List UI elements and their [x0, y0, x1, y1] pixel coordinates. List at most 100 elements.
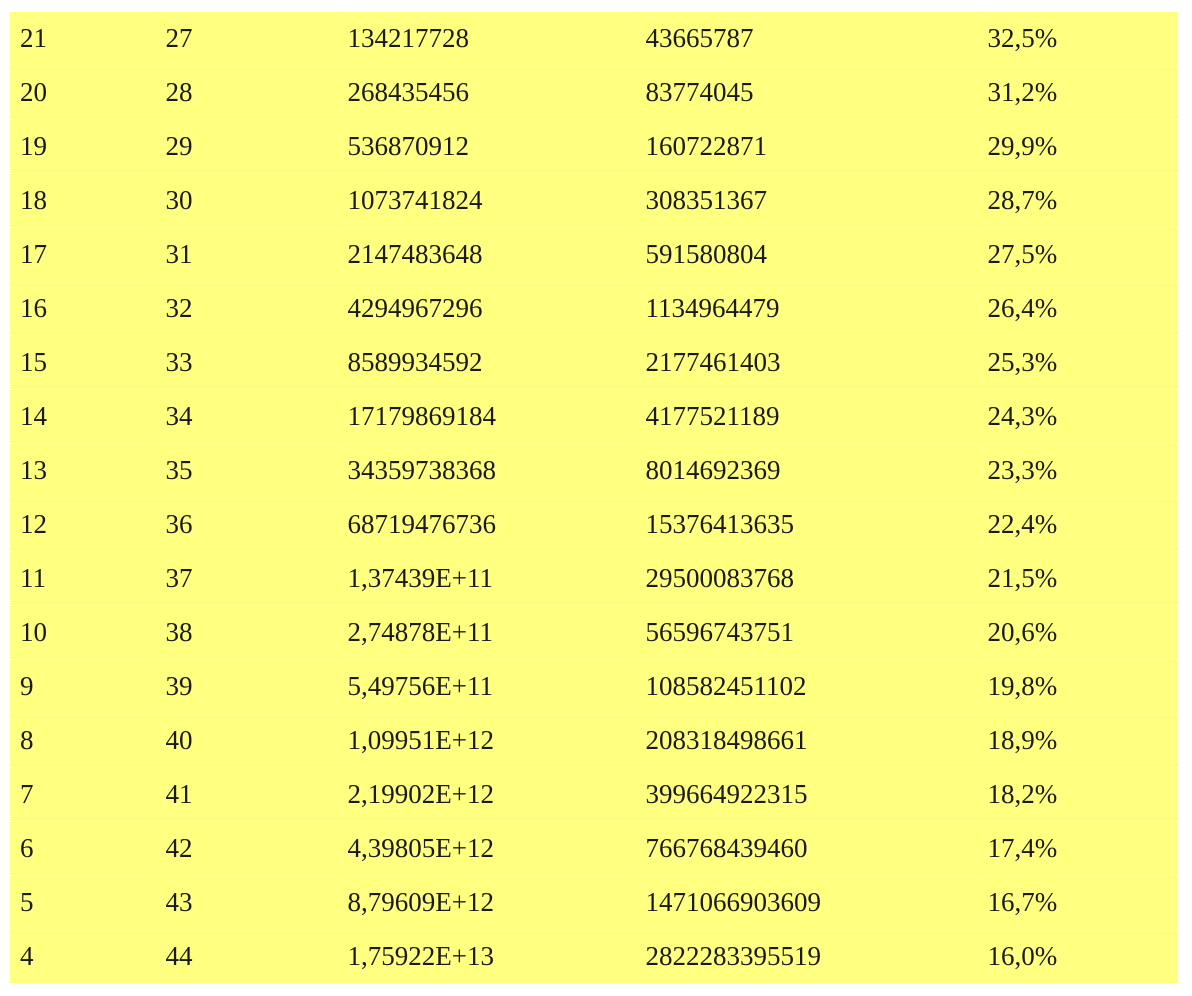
table-row: 12 36 68719476736 15376413635 22,4%	[10, 497, 1178, 552]
table-cell: 25,3%	[977, 335, 1178, 390]
table-row: 5 43 8,79609E+12 1471066903609 16,7%	[10, 875, 1178, 931]
table-cell: 29	[155, 119, 338, 174]
table-cell: 28,7%	[977, 173, 1178, 228]
table-cell: 308351367	[635, 173, 978, 228]
table-cell: 26,4%	[977, 281, 1178, 336]
table-cell: 399664922315	[635, 767, 978, 823]
table-cell: 8,79609E+12	[337, 875, 636, 931]
table-row: 13 35 34359738368 8014692369 23,3%	[10, 443, 1178, 498]
table-row: 11 37 1,37439E+11 29500083768 21,5%	[10, 551, 1178, 607]
table-cell: 43665787	[635, 12, 978, 66]
table-cell: 108582451102	[635, 659, 978, 715]
table-cell: 29,9%	[977, 119, 1178, 174]
table-cell: 42	[155, 821, 338, 877]
table-cell: 5,49756E+11	[337, 659, 636, 715]
table-cell: 38	[155, 605, 338, 661]
table-body: 21 27 134217728 43665787 32,5% 20 28 268435456 8…	[10, 12, 1178, 983]
table-cell: 18	[10, 173, 156, 228]
table-cell: 19	[10, 119, 156, 174]
table-cell: 39	[155, 659, 338, 715]
table-cell: 20,6%	[977, 605, 1178, 661]
table-cell: 36	[155, 497, 338, 552]
table-cell: 32,5%	[977, 12, 1178, 66]
table-cell: 208318498661	[635, 713, 978, 769]
table-cell: 56596743751	[635, 605, 978, 661]
table-cell: 16,7%	[977, 875, 1178, 931]
table-cell: 30	[155, 173, 338, 228]
table-cell: 40	[155, 713, 338, 769]
table-row: 16 32 4294967296 1134964479 26,4%	[10, 281, 1178, 336]
table-row: 4 44 1,75922E+13 2822283395519 16,0%	[10, 929, 1178, 983]
table-cell: 27,5%	[977, 227, 1178, 282]
table-cell: 134217728	[337, 12, 636, 66]
table-cell: 31,2%	[977, 65, 1178, 120]
table-cell: 17179869184	[337, 389, 636, 444]
table-cell: 34359738368	[337, 443, 636, 498]
table-row: 10 38 2,74878E+11 56596743751 20,6%	[10, 605, 1178, 661]
table-cell: 2177461403	[635, 335, 978, 390]
table-cell: 8014692369	[635, 443, 978, 498]
table-cell: 41	[155, 767, 338, 823]
table-cell: 18,2%	[977, 767, 1178, 823]
table-cell: 37	[155, 551, 338, 607]
table-cell: 22,4%	[977, 497, 1178, 552]
table-cell: 4	[10, 929, 156, 983]
table-cell: 1,09951E+12	[337, 713, 636, 769]
data-table: 21 27 134217728 43665787 32,5% 20 28 268435456 8…	[10, 12, 1178, 983]
table-cell: 35	[155, 443, 338, 498]
table-cell: 12	[10, 497, 156, 552]
table-cell: 29500083768	[635, 551, 978, 607]
table-cell: 268435456	[337, 65, 636, 120]
table-cell: 19,8%	[977, 659, 1178, 715]
table-cell: 24,3%	[977, 389, 1178, 444]
table-cell: 6	[10, 821, 156, 877]
table-row: 6 42 4,39805E+12 766768439460 17,4%	[10, 821, 1178, 877]
table-cell: 766768439460	[635, 821, 978, 877]
table-cell: 34	[155, 389, 338, 444]
table-cell: 5	[10, 875, 156, 931]
table-cell: 4177521189	[635, 389, 978, 444]
table-cell: 14	[10, 389, 156, 444]
table-cell: 23,3%	[977, 443, 1178, 498]
table-row: 9 39 5,49756E+11 108582451102 19,8%	[10, 659, 1178, 715]
table-cell: 83774045	[635, 65, 978, 120]
table-row: 20 28 268435456 83774045 31,2%	[10, 65, 1178, 120]
table-cell: 2822283395519	[635, 929, 978, 983]
table-cell: 32	[155, 281, 338, 336]
table-cell: 21	[10, 12, 156, 66]
table-cell: 4294967296	[337, 281, 636, 336]
table-cell: 16	[10, 281, 156, 336]
table-cell: 2147483648	[337, 227, 636, 282]
table-cell: 15	[10, 335, 156, 390]
table-cell: 16,0%	[987, 941, 1058, 972]
data-table-container: 21 27 134217728 43665787 32,5% 20 28 268435456 8…	[10, 12, 1178, 983]
table-cell: 1134964479	[635, 281, 978, 336]
table-cell: 33	[155, 335, 338, 390]
table-cell: 10	[10, 605, 156, 661]
table-cell: 7	[10, 767, 156, 823]
table-cell: 11	[10, 551, 156, 607]
table-cell: 9	[10, 659, 156, 715]
table-cell: 4,39805E+12	[337, 821, 636, 877]
table-cell: 160722871	[635, 119, 978, 174]
table-cell: 31	[155, 227, 338, 282]
table-cell: 27	[155, 12, 338, 66]
table-row: 18 30 1073741824 308351367 28,7%	[10, 173, 1178, 228]
table-row: 21 27 134217728 43665787 32,5%	[10, 12, 1178, 66]
table-cell: 1471066903609	[635, 875, 978, 931]
table-cell: 17	[10, 227, 156, 282]
table-cell: 1,75922E+13	[337, 929, 636, 983]
table-cell: 20	[10, 65, 156, 120]
table-cell: 2,19902E+12	[337, 767, 636, 823]
table-row: 17 31 2147483648 591580804 27,5%	[10, 227, 1178, 282]
table-cell: 1073741824	[337, 173, 636, 228]
table-cell: 2,74878E+11	[337, 605, 636, 661]
table-row: 15 33 8589934592 2177461403 25,3%	[10, 335, 1178, 390]
table-cell: 8589934592	[337, 335, 636, 390]
table-cell: 13	[10, 443, 156, 498]
table-cell: 43	[155, 875, 338, 931]
table-cell: 21,5%	[977, 551, 1178, 607]
table-cell: 591580804	[635, 227, 978, 282]
table-cell: 18,9%	[977, 713, 1178, 769]
table-row: 19 29 536870912 160722871 29,9%	[10, 119, 1178, 174]
